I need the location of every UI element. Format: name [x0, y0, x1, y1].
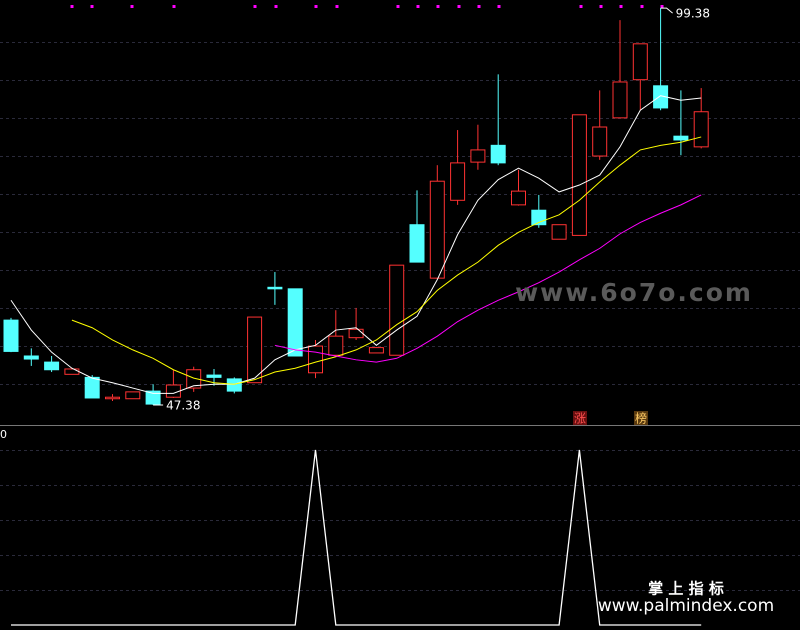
candle-body: [105, 396, 120, 400]
candle-body: [490, 144, 506, 164]
candle-body: [247, 316, 263, 384]
candle-body: [44, 361, 60, 371]
moving-average: [274, 194, 702, 363]
marker-dot: [457, 5, 461, 8]
candle-body: [571, 114, 587, 236]
marker-dot: [274, 5, 278, 8]
marker-dot: [660, 5, 664, 8]
candle-body: [429, 180, 445, 279]
candle-body: [389, 264, 405, 356]
marker-dot: [314, 5, 318, 8]
candle-body: [186, 369, 202, 389]
candle-body: [267, 286, 283, 290]
marker-dot: [172, 5, 176, 8]
candle-body: [145, 390, 161, 405]
watermark: www.6o7o.com: [515, 278, 753, 307]
candle-body: [3, 319, 19, 352]
tag-box: [634, 411, 648, 425]
candle-body: [632, 43, 648, 81]
moving-average: [71, 136, 702, 385]
candle-body: [673, 135, 689, 141]
candle-body: [693, 111, 709, 148]
candle-body: [450, 162, 466, 201]
high-label: 99.38: [676, 7, 710, 21]
low-label: 47.38: [166, 399, 200, 413]
watermark: www.palmindex.com: [598, 596, 774, 616]
candle-body: [348, 328, 364, 339]
tag-box: [573, 411, 587, 425]
marker-dot: [130, 5, 134, 8]
watermark: 掌 上 指 标: [648, 580, 724, 598]
marker-dot: [579, 5, 583, 8]
candle-body: [470, 149, 486, 163]
indicator-line: [11, 449, 702, 626]
indicator-value: 0: [0, 428, 7, 441]
candle-body: [592, 126, 608, 157]
marker-dot: [497, 5, 501, 8]
decoration: [0, 5, 800, 591]
candle-body: [308, 345, 323, 374]
candle-body: [551, 224, 567, 240]
marker-dot: [477, 5, 481, 8]
candle-body: [511, 190, 526, 206]
candle-body: [226, 378, 242, 392]
candle-body: [368, 347, 384, 354]
candle-body: [84, 376, 100, 399]
candle-body: [409, 224, 425, 263]
candle-body: [206, 374, 222, 378]
tag: 涨: [574, 411, 586, 426]
moving-average: [10, 95, 702, 394]
candle-body: [23, 355, 39, 360]
marker-dot: [396, 5, 400, 8]
pointer: [660, 7, 673, 14]
candle-body: [287, 288, 303, 357]
marker-dot: [90, 5, 94, 8]
marker-dot: [640, 5, 644, 8]
marker-dot: [253, 5, 257, 8]
candle-body: [64, 368, 80, 375]
marker-dot: [70, 5, 74, 8]
candle-body: [328, 335, 344, 356]
candle-body: [125, 391, 141, 400]
marker-dot: [436, 5, 440, 8]
marker-dot: [335, 5, 339, 8]
marker-dot: [416, 5, 420, 8]
marker-dot: [599, 5, 603, 8]
marker-dot: [619, 5, 623, 8]
candle-body: [612, 81, 628, 119]
tag: 榜: [635, 411, 647, 426]
